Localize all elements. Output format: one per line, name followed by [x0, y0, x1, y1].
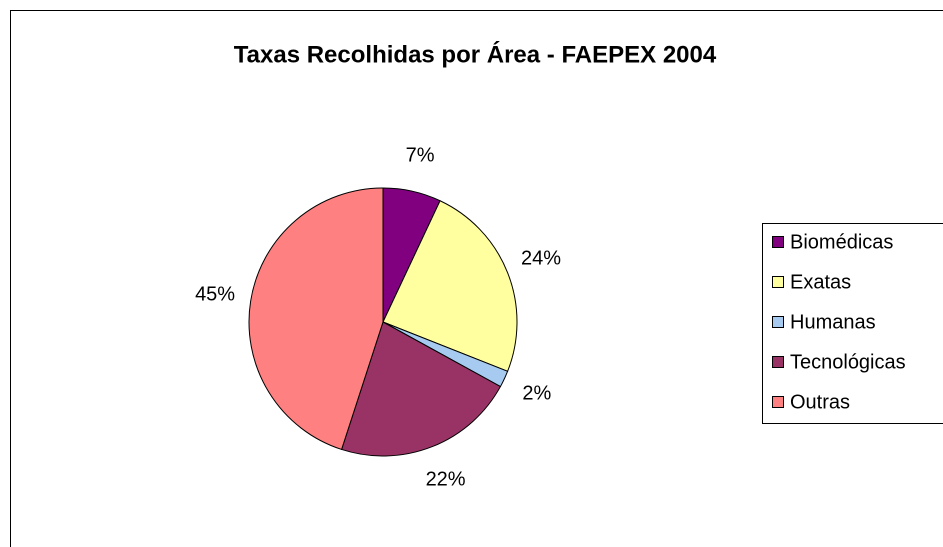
- legend-box: [762, 223, 943, 424]
- data-label: 45%: [195, 284, 235, 306]
- data-label: 2%: [522, 383, 551, 405]
- legend-label: Biomédicas: [790, 231, 893, 253]
- data-label: 24%: [521, 248, 561, 270]
- legend-swatch: [772, 276, 784, 288]
- legend-label: Exatas: [790, 271, 851, 293]
- data-label: 7%: [406, 144, 435, 166]
- legend-label: Tecnológicas: [790, 351, 906, 373]
- legend-label: Outras: [790, 391, 850, 413]
- chart-title: Taxas Recolhidas por Área - FAEPEX 2004: [234, 40, 717, 68]
- legend-swatch: [772, 236, 784, 248]
- legend-swatch: [772, 356, 784, 368]
- legend-swatch: [772, 316, 784, 328]
- data-label: 22%: [426, 468, 466, 490]
- legend-label: Humanas: [790, 311, 876, 333]
- pie-slice: [382, 200, 518, 372]
- legend-swatch: [772, 396, 784, 408]
- pie-slice: [248, 187, 384, 451]
- pie-slice: [340, 321, 502, 457]
